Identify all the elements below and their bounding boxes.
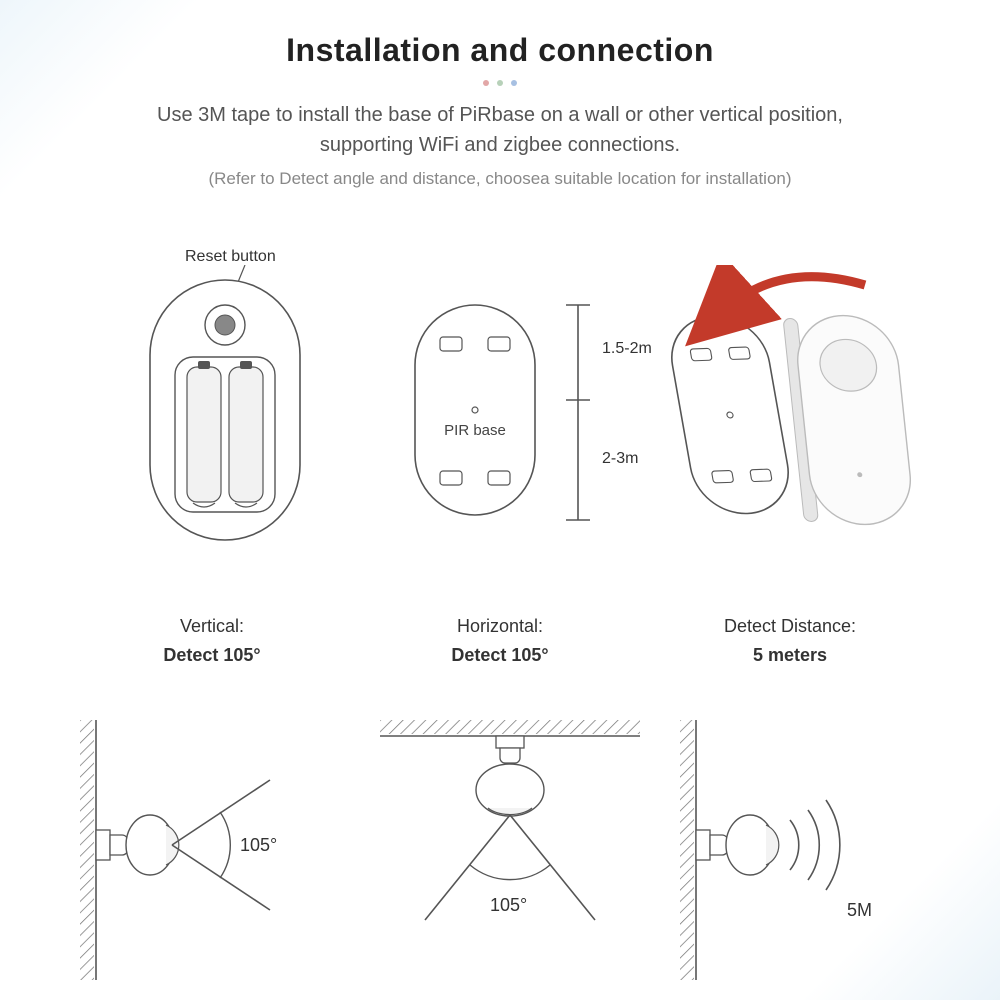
distance-spec: Detect Distance: 5 meters [660, 612, 920, 670]
distance-spec-title: Detect Distance: [724, 616, 856, 636]
height-upper-label: 1.5-2m [602, 340, 652, 358]
decorative-dots [0, 80, 1000, 86]
vertical-spec: Vertical: Detect 105° [82, 612, 342, 670]
horizontal-detect-diagram [380, 720, 640, 980]
assembly-diagram [660, 265, 960, 555]
intro-text: Use 3M tape to install the base of PiRba… [100, 100, 900, 192]
intro-line-1: Use 3M tape to install the base of PiRba… [157, 104, 843, 126]
svg-text:PIR base: PIR base [444, 422, 506, 439]
dot-icon [497, 80, 503, 86]
horizontal-spec-value: Detect 105° [451, 645, 548, 665]
distance-label: 5M [847, 900, 872, 921]
dot-icon [511, 80, 517, 86]
horizontal-angle-label: 105° [490, 895, 527, 916]
vertical-spec-value: Detect 105° [163, 645, 260, 665]
intro-line-2: supporting WiFi and zigbee connections. [320, 134, 680, 156]
horizontal-spec: Horizontal: Detect 105° [370, 612, 630, 670]
reset-button-label: Reset button [185, 248, 276, 266]
distance-spec-value: 5 meters [753, 645, 827, 665]
vertical-angle-label: 105° [240, 835, 277, 856]
height-lower-label: 2-3m [602, 450, 638, 468]
vertical-detect-diagram [80, 720, 340, 980]
dot-icon [483, 80, 489, 86]
intro-note: (Refer to Detect angle and distance, cho… [100, 166, 900, 192]
distance-detect-diagram [680, 720, 940, 980]
pir-base-diagram: PIR base [400, 295, 550, 535]
device-back-diagram [135, 265, 315, 555]
height-guide [558, 300, 598, 525]
horizontal-spec-title: Horizontal: [457, 616, 543, 636]
page-title: Installation and connection [0, 32, 1000, 69]
vertical-spec-title: Vertical: [180, 616, 244, 636]
